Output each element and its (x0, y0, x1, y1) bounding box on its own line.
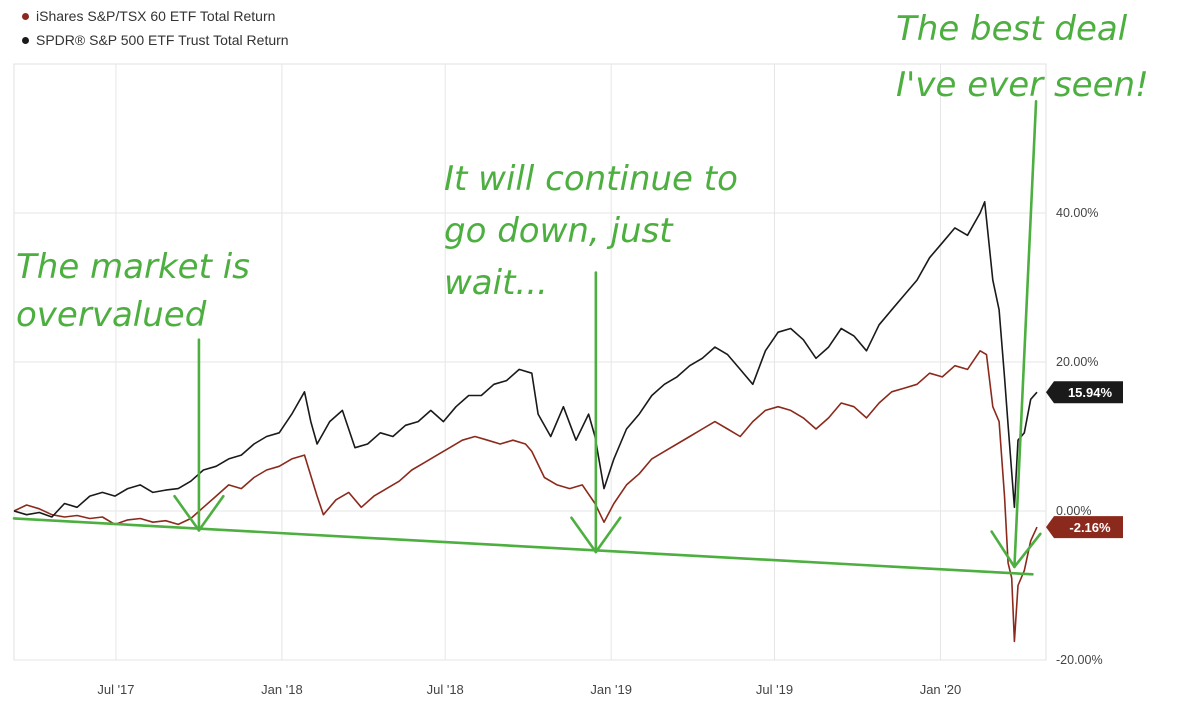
legend-dot-ishares (22, 12, 29, 20)
annotation-text-1: It will continue to go down, just wait... (444, 159, 738, 303)
legend: iShares S&P/TSX 60 ETF Total Return SPDR… (22, 4, 289, 52)
annotation-arrow-head (570, 516, 598, 554)
annotation-text-2: The best deal I've ever seen! (896, 9, 1149, 105)
annotation-arrow-head (197, 494, 225, 532)
series-line-1 (13, 201, 1038, 518)
annotation-arrow-head (594, 516, 622, 554)
annotation-arrow-head (990, 530, 1016, 569)
annotation-arrow-shaft (1013, 99, 1038, 569)
y-tick-label: 20.00% (1056, 355, 1098, 369)
y-tick-label: 0.00% (1056, 504, 1091, 518)
legend-item-spdr[interactable]: SPDR® S&P 500 ETF Trust Total Return (22, 28, 289, 52)
series-line-0 (13, 350, 1038, 643)
last-value-label: -2.16% (1069, 520, 1111, 535)
y-tick-label: 40.00% (1056, 206, 1098, 220)
x-tick-label: Jul '17 (97, 682, 134, 697)
x-tick-label: Jan '20 (920, 682, 962, 697)
legend-item-ishares[interactable]: iShares S&P/TSX 60 ETF Total Return (22, 4, 289, 28)
annotation-trendline (12, 517, 1034, 576)
annotation-arrow-head (173, 494, 201, 532)
x-tick-label: Jan '19 (590, 682, 632, 697)
legend-label-ishares: iShares S&P/TSX 60 ETF Total Return (36, 8, 276, 24)
legend-label-spdr: SPDR® S&P 500 ETF Trust Total Return (36, 32, 289, 48)
last-value-badge-0: -2.16% (1046, 516, 1123, 539)
x-tick-label: Jan '18 (261, 682, 303, 697)
last-value-label: 15.94% (1068, 385, 1113, 400)
annotation-text-0: The market is overvalued (16, 247, 250, 335)
x-tick-label: Jul '18 (427, 682, 464, 697)
legend-dot-spdr (22, 36, 29, 44)
annotation-arrow-head (1013, 532, 1042, 569)
x-tick-label: Jul '19 (756, 682, 793, 697)
last-value-badge-1: 15.94% (1046, 381, 1123, 404)
y-tick-label: -20.00% (1056, 653, 1103, 667)
